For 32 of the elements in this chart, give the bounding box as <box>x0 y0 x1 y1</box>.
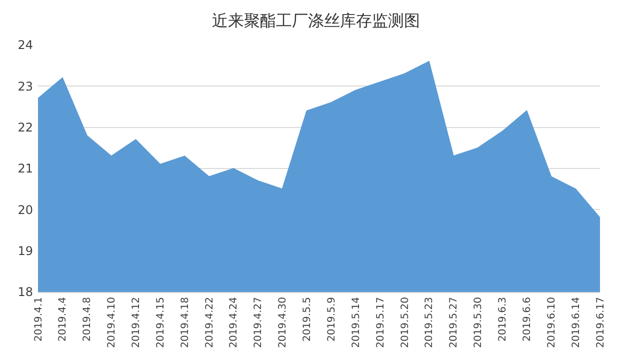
chart-title: 近来聚酯工厂涤丝库存监测图 <box>212 10 420 30</box>
x-tick-label: 2019.5.9 <box>326 297 338 342</box>
y-tick-label: 20 <box>18 202 33 217</box>
x-tick-label: 2019.6.17 <box>595 297 606 348</box>
x-tick-label: 2019.5.23 <box>424 297 436 348</box>
x-tick-label: 2019.5.14 <box>350 297 362 348</box>
x-tick-label: 2019.4.1 <box>33 297 44 342</box>
x-tick-label: 2019.5.17 <box>375 297 386 348</box>
x-tick-label: 2019.4.15 <box>155 297 166 348</box>
x-tick-label: 2019.5.20 <box>400 297 411 348</box>
x-tick-label: 2019.6.6 <box>522 297 533 342</box>
x-tick-label: 2019.4.4 <box>58 297 69 342</box>
y-tick-label: 23 <box>18 79 33 94</box>
y-tick-label: 22 <box>18 120 33 135</box>
x-tick-label: 2019.6.10 <box>546 297 558 348</box>
x-tick-label: 2019.4.10 <box>106 297 118 348</box>
x-tick-label: 2019.5.27 <box>448 297 460 348</box>
x-tick-label: 2019.4.27 <box>253 297 264 348</box>
y-tick-label: 19 <box>18 244 33 258</box>
x-tick-label: 2019.6.3 <box>498 297 509 342</box>
x-tick-label: 2019.4.12 <box>130 297 142 348</box>
x-tick-label: 2019.4.8 <box>82 297 94 342</box>
x-tick-label: 2019.5.5 <box>302 297 314 342</box>
y-tick-label: 21 <box>18 162 33 176</box>
x-tick-label: 2019.4.24 <box>228 297 240 348</box>
x-tick-label: 2019.4.22 <box>204 297 216 348</box>
x-tick-label: 2019.6.14 <box>570 297 582 348</box>
y-tick-label: 18 <box>18 285 33 300</box>
x-tick-label: 2019.4.18 <box>180 297 191 348</box>
y-tick-label: 24 <box>18 38 33 52</box>
x-tick-label: 2019.5.30 <box>473 297 484 348</box>
x-tick-label: 2019.4.30 <box>278 297 289 348</box>
